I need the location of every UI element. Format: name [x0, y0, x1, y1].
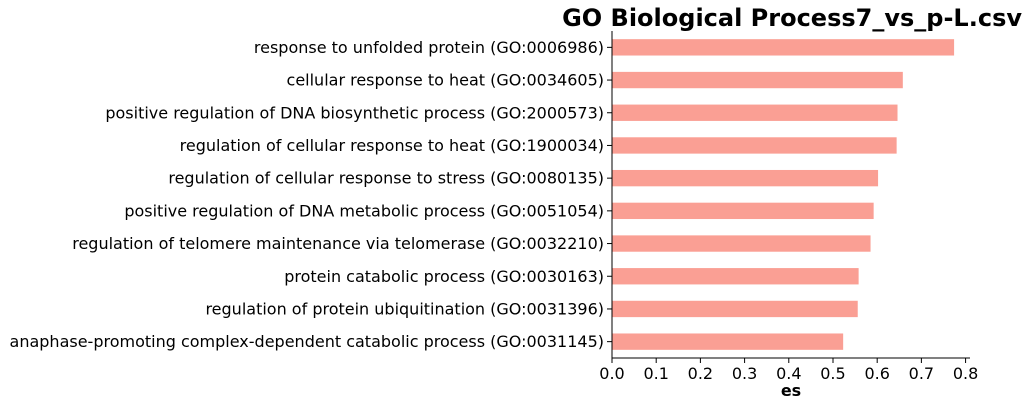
- category-label: response to unfolded protein (GO:0006986…: [254, 38, 604, 57]
- category-label: positive regulation of DNA metabolic pro…: [124, 201, 604, 220]
- category-label: protein catabolic process (GO:0030163): [284, 267, 604, 286]
- category-label: anaphase-promoting complex-dependent cat…: [10, 332, 604, 351]
- bar: [612, 104, 898, 121]
- category-label: cellular response to heat (GO:0034605): [287, 71, 604, 90]
- chart-title: GO Biological Process7_vs_p-L.csv: [562, 4, 1022, 32]
- x-tick-label: 0.0: [599, 364, 624, 383]
- bar: [612, 169, 879, 187]
- category-labels: response to unfolded protein (GO:0006986…: [10, 38, 612, 351]
- x-tick-label: 0.2: [688, 364, 713, 383]
- bars-layer: [612, 39, 955, 350]
- x-tick-label: 0.7: [909, 364, 934, 383]
- x-tick-label: 0.4: [776, 364, 801, 383]
- bar: [612, 268, 859, 285]
- x-tick-label: 0.3: [732, 364, 757, 383]
- x-tick-label: 0.1: [643, 364, 668, 383]
- category-label: regulation of protein ubiquitination (GO…: [205, 299, 604, 318]
- x-tick-label: 0.8: [953, 364, 978, 383]
- bar: [612, 202, 874, 220]
- bar: [612, 39, 955, 56]
- bar: [612, 235, 871, 252]
- category-label: regulation of telomere maintenance via t…: [72, 234, 604, 253]
- bar: [612, 137, 897, 154]
- category-label: positive regulation of DNA biosynthetic …: [105, 103, 604, 122]
- category-label: regulation of cellular response to heat …: [180, 136, 604, 155]
- category-label: regulation of cellular response to stres…: [168, 169, 604, 188]
- x-axis-ticks: 0.0 0.1 0.2 0.3 0.4 0.5 0.6 0.7 0.8: [599, 358, 978, 383]
- bar: [612, 71, 903, 89]
- x-tick-label: 0.5: [820, 364, 845, 383]
- bar: [612, 333, 844, 350]
- x-tick-label: 0.6: [864, 364, 889, 383]
- x-axis-title: es: [781, 381, 801, 400]
- bar: [612, 300, 858, 318]
